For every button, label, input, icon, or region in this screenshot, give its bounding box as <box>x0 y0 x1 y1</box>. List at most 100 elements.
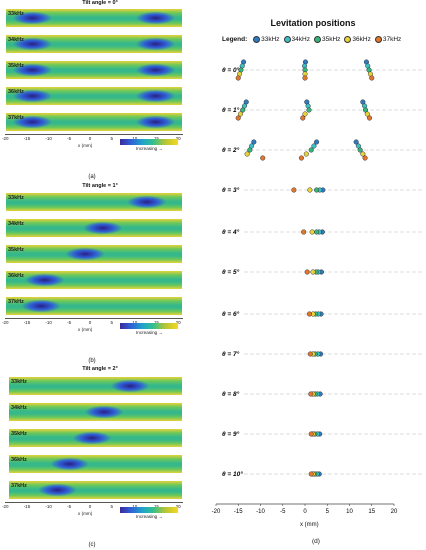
x-tick-label: 10 <box>132 504 137 509</box>
angle-label: θ = 4° <box>222 228 240 236</box>
legend-text: 34kHz <box>291 36 310 44</box>
x-axis <box>5 318 183 319</box>
x-tick-label: -15 <box>23 136 31 141</box>
colorbar <box>120 507 178 513</box>
levitation-point-37kHz <box>300 115 306 121</box>
x-tick-label: -10 <box>45 136 52 141</box>
x-tick-label: -20 <box>2 320 9 325</box>
frequency-label: 34kHz <box>8 37 24 43</box>
frequency-label: 36kHz <box>11 457 27 463</box>
legend-text: 37kHz <box>382 36 402 44</box>
levitation-positions-panel: Levitation positions Legend: 33kHz 34kHz 3… <box>200 0 426 550</box>
field-panel-a: Tilt angle = 0° 33kHz 34kHz 35kHz 36kHz 37kHz… <box>0 0 200 183</box>
levitation-point-37kHz <box>308 431 314 437</box>
x-tick-label: 0 <box>88 320 92 325</box>
legend-text: 36kHz <box>352 36 371 44</box>
x-axis <box>5 502 183 503</box>
angle-label: θ = 1° <box>222 106 240 114</box>
legend-entry: 34kHz <box>283 36 310 44</box>
caption-d: (d) <box>312 538 320 545</box>
panel-caption: (b) <box>88 358 96 364</box>
x-tick-label: 15 <box>154 136 159 141</box>
levitation-point-35kHz <box>314 187 320 193</box>
x-tick-label: 10 <box>132 136 137 141</box>
x-tick-label: 15 <box>368 509 375 515</box>
frequency-label: 35kHz <box>11 431 27 437</box>
x-tick-label: 0 <box>88 504 92 509</box>
levitation-point-36kHz <box>237 111 244 117</box>
field-panel-c: Tilt angle = 2° 33kHz 34kHz 35kHz 36kHz 37kHz… <box>0 366 200 549</box>
panel-title: Tilt angle = 2° <box>82 366 118 372</box>
x-tick-label: 0 <box>88 136 92 141</box>
x-tick-label: -5 <box>280 509 286 515</box>
x-tick-label: 10 <box>132 320 137 325</box>
levitation-point-37kHz <box>291 187 297 193</box>
frequency-label: 36kHz <box>8 89 24 95</box>
colorbar-label: Increasing → <box>136 146 164 151</box>
angle-label: θ = 10° <box>222 470 243 478</box>
field-panels: Tilt angle = 0° 33kHz 34kHz 35kHz 36kHz 37kHz… <box>0 0 200 550</box>
legend-entry: 35kHz <box>313 36 341 44</box>
frequency-label: 36kHz <box>8 273 24 279</box>
field-strip: 36kHz <box>8 454 183 474</box>
levitation-point-36kHz <box>310 269 316 275</box>
field-strip: 33kHz <box>5 8 183 28</box>
field-strip: 35kHz <box>5 60 183 80</box>
angle-label: θ = 6° <box>222 310 240 318</box>
legend-marker-icon <box>253 36 261 43</box>
legend-text: 35kHz <box>321 36 341 44</box>
levitation-point-35kHz <box>306 107 312 113</box>
field-strip: 33kHz <box>8 376 183 396</box>
levitation-point-34kHz <box>311 143 317 149</box>
frequency-label: 37kHz <box>8 299 24 305</box>
legend-marker-icon <box>283 36 291 43</box>
levitation-point-37kHz <box>302 75 308 81</box>
legend-text: 33kHz <box>261 36 280 44</box>
angle-label: θ = 9° <box>222 430 240 438</box>
levitation-point-37kHz <box>306 311 312 317</box>
levitation-point-37kHz <box>260 155 266 161</box>
field-strip: 36kHz <box>5 86 183 106</box>
levitation-point-37kHz <box>235 75 241 81</box>
field-strip: 37kHz <box>5 112 183 132</box>
x-tick-label: 15 <box>154 504 159 509</box>
x-tick-label: 0 <box>303 509 307 515</box>
field-strip: 35kHz <box>5 244 183 264</box>
legend-entry: 36kHz <box>344 36 371 44</box>
x-tick-label: -20 <box>2 504 9 509</box>
legend-marker-icon <box>344 36 352 43</box>
x-tick-label: 20 <box>175 136 181 141</box>
x-tick-label: -10 <box>45 320 52 325</box>
levitation-point-33kHz <box>353 139 359 145</box>
angle-label: θ = 7° <box>222 350 240 358</box>
levitation-point-37kHz <box>301 229 307 235</box>
frequency-label: 34kHz <box>8 221 24 227</box>
x-axis <box>5 134 183 135</box>
x-tick-label: 5 <box>110 136 114 141</box>
levitation-point-37kHz <box>298 155 304 161</box>
levitation-point-37kHz <box>235 115 241 121</box>
levitation-point-36kHz <box>303 151 309 157</box>
legend-entry: 37kHz <box>374 36 402 44</box>
x-tick-label: 5 <box>110 504 114 509</box>
levitation-x-label: x (mm) <box>300 522 319 528</box>
levitation-point-36kHz <box>307 187 313 193</box>
levitation-point-37kHz <box>308 471 314 477</box>
levitation-point-35kHz <box>314 229 320 235</box>
levitation-point-36kHz <box>309 229 315 235</box>
x-tick-label: -15 <box>234 509 243 515</box>
angle-label: θ = 8° <box>222 390 240 398</box>
angle-label: θ = 2° <box>222 146 240 154</box>
levitation-point-35kHz <box>308 147 314 153</box>
levitation-point-36kHz <box>360 151 366 157</box>
field-strip: 36kHz <box>5 270 183 290</box>
x-tick-label: 15 <box>154 320 159 325</box>
levitation-point-36kHz <box>364 111 370 117</box>
x-tick-label: -5 <box>67 504 72 509</box>
levitation-point-35kHz <box>247 147 253 153</box>
x-axis-label: x (mm) <box>78 143 93 148</box>
x-tick-label: 20 <box>391 509 398 515</box>
frequency-label: 35kHz <box>8 247 24 253</box>
legend-entry: 33kHz <box>253 36 280 44</box>
field-strip: 33kHz <box>5 192 183 212</box>
